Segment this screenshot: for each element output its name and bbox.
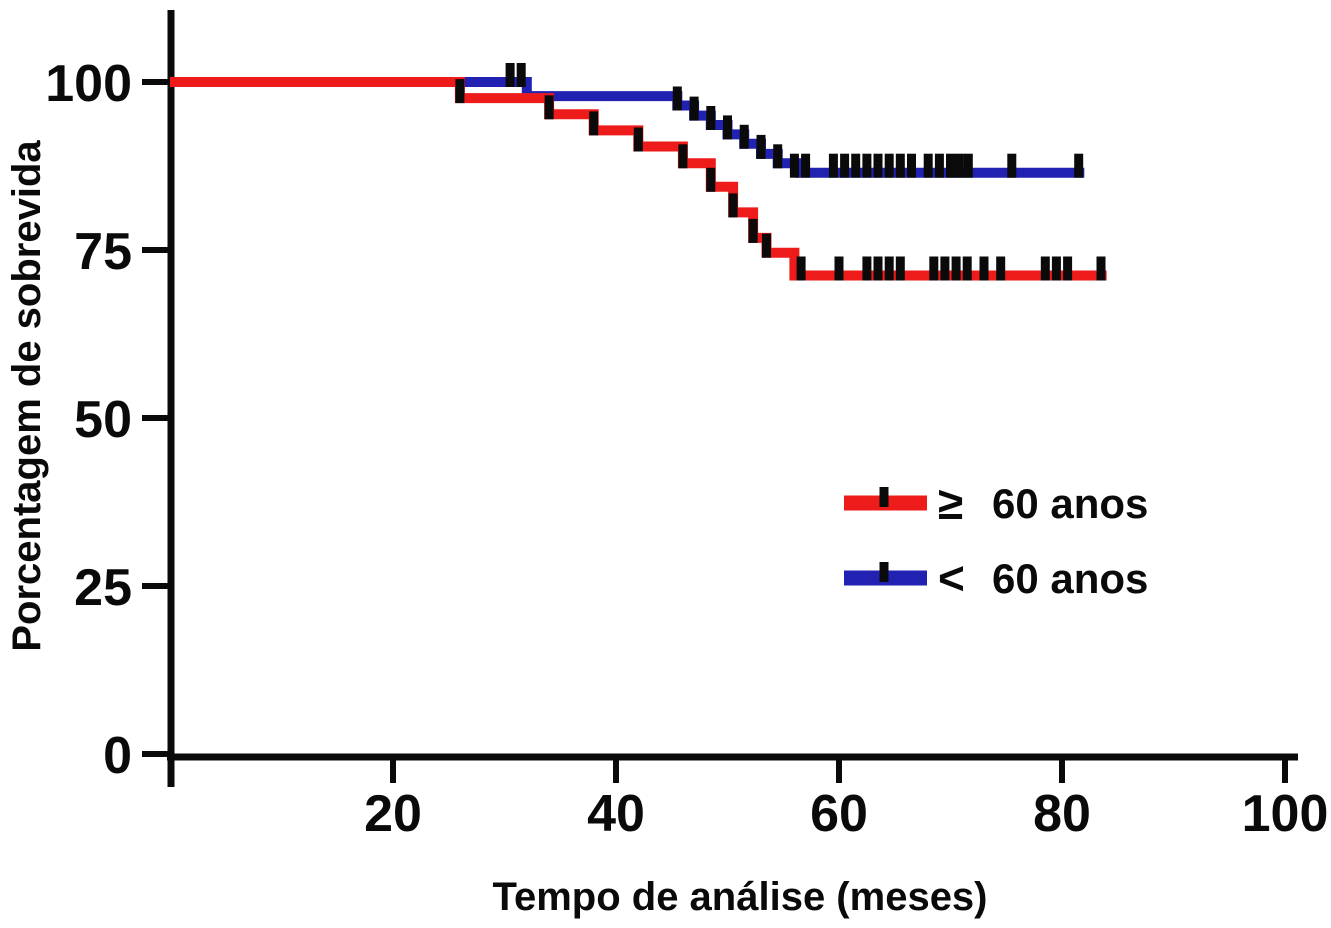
legend-label: 60 anos <box>992 555 1148 602</box>
censor-tick <box>962 256 972 281</box>
censor-tick <box>951 256 961 281</box>
censor-tick <box>756 134 766 159</box>
censor-tick <box>589 111 599 136</box>
x-tick-label: 40 <box>587 785 645 843</box>
censor-tick <box>862 256 872 281</box>
censor-tick <box>895 256 905 281</box>
y-axis-title: Porcentagem de sobrevida <box>5 140 49 652</box>
legend-item: ≥60 anos <box>844 477 1148 529</box>
censor-tick <box>728 193 738 218</box>
censor-tick <box>544 95 554 120</box>
y-tick-label: 0 <box>103 727 132 785</box>
censor-tick <box>954 153 964 178</box>
axes: 0 25 50 75 100 20 40 60 80 100 <box>45 10 1328 843</box>
censor-tick <box>796 256 806 281</box>
censor-tick <box>840 153 850 178</box>
censor-tick <box>940 256 950 281</box>
censor-tick <box>862 153 872 178</box>
censor-tick <box>873 153 883 178</box>
censor-tick <box>505 63 515 87</box>
censor-tick <box>834 256 844 281</box>
y-tick-label: 25 <box>74 559 132 617</box>
x-tick-label: 80 <box>1033 785 1091 843</box>
censor-tick <box>923 153 933 178</box>
y-tick-label: 100 <box>45 55 132 113</box>
censor-tick <box>884 256 894 281</box>
censor-tick <box>1074 153 1084 178</box>
censor-tick <box>762 233 771 258</box>
censor-tick <box>929 256 939 281</box>
censor-tick <box>678 144 688 169</box>
legend-censor-tick <box>879 562 889 582</box>
censor-tick <box>801 153 811 178</box>
censor-tick <box>706 167 716 192</box>
censor-tick <box>1051 256 1061 281</box>
legend-item: <60 anos <box>844 552 1148 604</box>
x-tick-label: 100 <box>1242 785 1329 843</box>
legend-label: 60 anos <box>992 480 1148 527</box>
legend: ≥60 anos< 60 anos <box>844 477 1148 604</box>
censor-tick <box>946 153 955 178</box>
censor-tick <box>455 79 465 104</box>
censor-tick <box>895 153 905 178</box>
y-tick-label: 75 <box>74 223 132 281</box>
legend-censor-tick <box>879 487 889 507</box>
censor-tick <box>1007 153 1017 178</box>
censor-tick <box>689 96 699 121</box>
censor-tick <box>907 153 916 178</box>
censor-tick <box>963 153 973 178</box>
censor-tick <box>723 115 732 140</box>
censor-tick <box>884 153 894 178</box>
censor-tick <box>851 153 861 178</box>
x-axis-title: Tempo de análise (meses) <box>493 875 988 919</box>
censor-tick <box>748 218 758 243</box>
survival-curve-ge60 <box>170 77 1107 281</box>
censor-tick <box>773 144 783 169</box>
censor-tick <box>1063 256 1073 281</box>
x-tick-label: 20 <box>364 785 422 843</box>
censor-tick <box>739 124 749 149</box>
censor-tick <box>873 256 883 281</box>
y-tick-label: 50 <box>74 391 132 449</box>
censor-tick <box>996 256 1006 281</box>
censor-tick <box>633 127 643 152</box>
legend-symbol: < <box>938 552 965 604</box>
censor-tick <box>1096 256 1106 281</box>
censor-tick <box>672 86 682 111</box>
survival-curves <box>170 63 1107 281</box>
censor-tick <box>789 153 799 178</box>
x-tick-label: 60 <box>810 785 868 843</box>
censor-tick <box>1040 256 1050 281</box>
censor-tick <box>979 256 989 281</box>
censor-tick <box>516 63 526 87</box>
censor-tick <box>828 153 838 178</box>
censor-tick <box>706 106 716 130</box>
censor-tick <box>934 153 944 178</box>
legend-symbol: ≥ <box>938 477 963 529</box>
